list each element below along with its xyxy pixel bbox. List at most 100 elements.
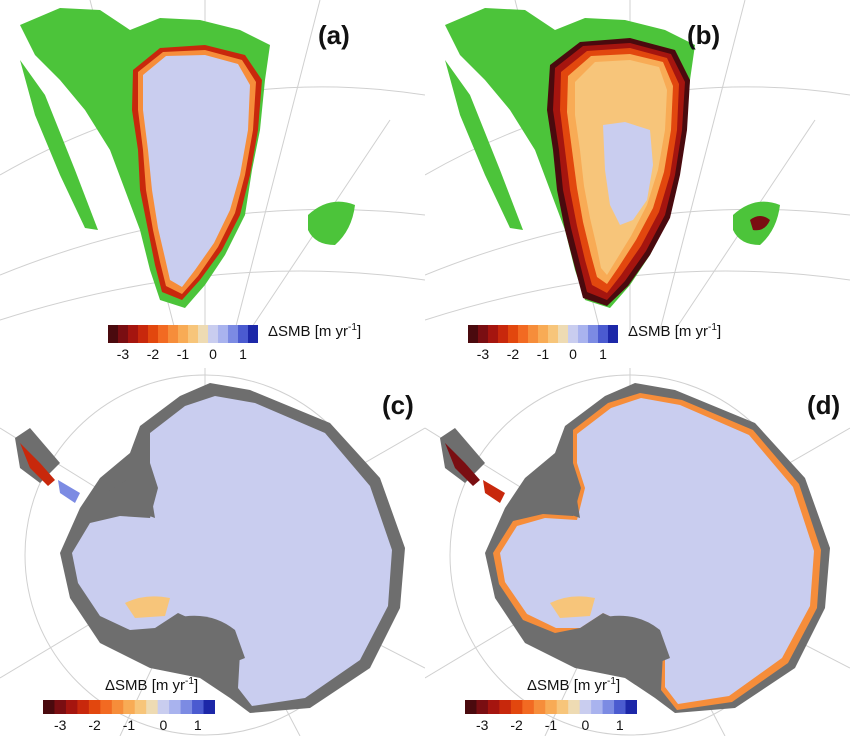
panel-a: (a) [0,0,425,368]
colorbar-swatch [568,325,579,343]
colorbar-swatch [188,325,199,343]
colorbar-swatch [518,325,529,343]
colorbar-swatch [591,700,604,714]
colorbar-tick-label: 1 [239,346,247,362]
colorbar-tick-label: 0 [209,346,217,362]
colorbar-title-prefix: ΔSMB [m yr [628,323,709,340]
colorbar-title-prefix: ΔSMB [m yr [527,677,608,694]
antarctica-ice-sheet-dsmb [445,393,821,710]
colorbar-swatch [43,700,56,714]
panel-label: (d) [807,390,841,420]
colorbar-swatch [614,700,627,714]
colorbar-swatch [228,325,239,343]
colorbar-tick-label: 0 [569,346,577,362]
greenland-map [425,0,850,331]
panel-b: (b) [425,0,850,368]
colorbar-swatch [238,325,249,343]
colorbar-swatch [198,325,209,343]
colorbar-swatch [545,700,558,714]
colorbar-swatch [138,325,149,343]
colorbar-tick-label: -1 [122,717,136,733]
colorbar-tick-label: -1 [176,346,190,362]
colorbar-swatch [168,325,179,343]
colorbar-swatch [146,700,159,714]
colorbar-title-suffix: ] [356,323,362,340]
greenland-map [0,0,425,331]
colorbar-gradient [465,700,638,714]
colorbar-swatch [568,700,581,714]
colorbar-title-exp: -1 [708,322,717,333]
colorbar-swatch [218,325,229,343]
colorbar-title-suffix: ] [716,323,722,340]
colorbar-swatch [487,700,500,714]
colorbar-swatch [111,700,124,714]
colorbar-swatch [468,325,479,343]
colorbar-swatch [598,325,609,343]
colorbar-swatch [180,700,193,714]
colorbar-swatch [465,700,478,714]
colorbar-swatch [77,700,90,714]
colorbar-swatch [203,700,216,714]
colorbar-tick-label: -1 [536,346,550,362]
greenland-ice-sheet-dsmb [547,38,690,306]
colorbar-swatch [118,325,129,343]
colorbar-swatch [608,325,619,343]
colorbar-gradient [43,700,216,714]
colorbar-title-exp: -1 [185,676,194,687]
colorbar-swatch [510,700,523,714]
colorbar-swatch [65,700,78,714]
colorbar-swatch [556,700,569,714]
colorbar-swatch [498,325,509,343]
colorbar-swatch [548,325,559,343]
colorbar-swatch [528,325,539,343]
colorbar-tick-label: 1 [599,346,607,362]
colorbar-title: ΔSMB [m yr-1] [105,676,198,694]
colorbar-tick-label: 0 [581,717,590,733]
colorbar-swatch [602,700,615,714]
colorbar-gradient [108,325,259,343]
colorbar-swatch [108,325,119,343]
colorbar-title-prefix: ΔSMB [m yr [268,323,349,340]
colorbar-tick-label: -1 [544,717,558,733]
colorbar-swatch [538,325,549,343]
colorbar-d: ΔSMB [m yr-1] -3 -2 -1 0 1 [465,676,638,733]
colorbar-b: ΔSMB [m yr-1] -3 -2 -1 0 1 [468,322,721,362]
colorbar-swatch [128,325,139,343]
colorbar-tick-label: -3 [475,717,489,733]
colorbar-swatch [558,325,569,343]
colorbar-swatch [522,700,535,714]
colorbar-swatch [578,325,589,343]
colorbar-title-exp: -1 [348,322,357,333]
colorbar-swatch [157,700,170,714]
colorbar-swatch [100,700,113,714]
colorbar-title-exp: -1 [607,676,616,687]
colorbar-swatch [158,325,169,343]
colorbar-title-suffix: ] [615,677,621,694]
antarctica-map [425,368,850,736]
colorbar-tick-label: 1 [193,717,202,733]
colorbar-swatch [476,700,489,714]
colorbar-swatch [148,325,159,343]
colorbar-tick-label: -3 [116,346,130,362]
colorbar-swatch [208,325,219,343]
colorbar-swatch [169,700,182,714]
colorbar-title: ΔSMB [m yr-1] [268,322,361,340]
colorbar-c: ΔSMB [m yr-1] -3 -2 -1 0 1 [43,676,216,733]
colorbar-tick-label: 0 [159,717,168,733]
colorbar-swatch [134,700,147,714]
colorbar-swatch [248,325,259,343]
colorbar-swatch [533,700,546,714]
colorbar-tick-label: -3 [53,717,67,733]
colorbar-tick-label: -2 [510,717,523,733]
colorbar-a: ΔSMB [m yr-1] -3 -2 -1 0 1 [108,322,361,362]
colorbar-title-prefix: ΔSMB [m yr [105,677,186,694]
colorbar-swatch [123,700,136,714]
panel-label: (b) [687,20,721,50]
colorbar-tick-label: -2 [506,346,520,362]
panel-d: (d) [425,368,850,736]
colorbar-swatch [192,700,205,714]
colorbar-title: ΔSMB [m yr-1] [628,322,721,340]
colorbar-swatch [499,700,512,714]
panel-label: (a) [318,20,350,50]
